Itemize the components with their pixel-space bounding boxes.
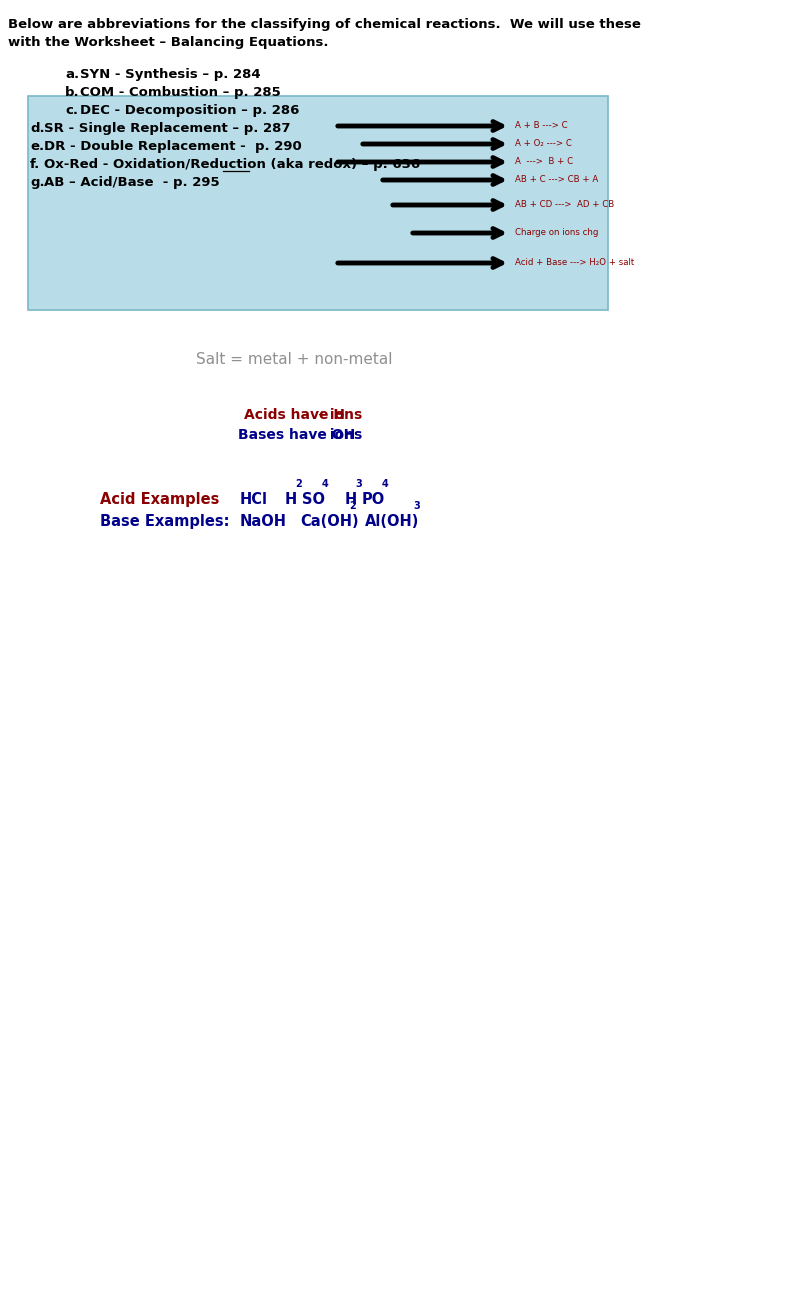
Text: c.: c. (65, 104, 78, 117)
Text: HCl: HCl (240, 492, 268, 507)
Text: DR - Double Replacement -  p. 290: DR - Double Replacement - p. 290 (44, 140, 302, 153)
Text: g.: g. (30, 176, 45, 189)
Text: Below are abbreviations for the classifying of chemical reactions.  We will use : Below are abbreviations for the classify… (8, 18, 641, 31)
Text: DEC - Decomposition – p. 286: DEC - Decomposition – p. 286 (80, 104, 299, 117)
Text: f.: f. (30, 158, 40, 171)
Text: with the Worksheet – Balancing Equations.: with the Worksheet – Balancing Equations… (8, 36, 329, 49)
Text: Acid + Base ---> H₂O + salt: Acid + Base ---> H₂O + salt (515, 258, 634, 267)
Text: Ca(OH): Ca(OH) (300, 515, 358, 529)
Text: AB + CD --->  AD + CB: AB + CD ---> AD + CB (515, 200, 614, 209)
Text: SR - Single Replacement – p. 287: SR - Single Replacement – p. 287 (44, 122, 290, 135)
Text: Ox-Red - Oxidation/Reduction (aka redox) – p. 636: Ox-Red - Oxidation/Reduction (aka redox)… (44, 158, 420, 171)
Text: Al(OH): Al(OH) (365, 515, 419, 529)
Text: 4: 4 (382, 480, 389, 489)
Text: AB + C ---> CB + A: AB + C ---> CB + A (515, 175, 598, 184)
Text: Charge on ions chg: Charge on ions chg (515, 228, 598, 237)
Text: A + O₂ ---> C: A + O₂ ---> C (515, 139, 572, 148)
Text: Bases have OH: Bases have OH (238, 428, 356, 442)
Text: d.: d. (30, 122, 45, 135)
Text: H: H (345, 492, 358, 507)
Text: A + B ---> C: A + B ---> C (515, 121, 568, 130)
Text: H: H (285, 492, 298, 507)
Text: e.: e. (30, 140, 44, 153)
Text: NaOH: NaOH (240, 515, 287, 529)
Text: 3: 3 (355, 480, 362, 489)
Bar (28, 96, 608, 310)
Text: b.: b. (65, 86, 80, 98)
Text: −: − (318, 430, 326, 439)
Text: Salt = metal + non-metal: Salt = metal + non-metal (196, 353, 393, 367)
Text: Acid Examples: Acid Examples (100, 492, 219, 507)
Text: a.: a. (65, 67, 79, 80)
Text: Base Examples:: Base Examples: (100, 515, 230, 529)
Text: PO: PO (362, 492, 386, 507)
Text: 2: 2 (349, 502, 356, 511)
Text: AB – Acid/Base  - p. 295: AB – Acid/Base - p. 295 (44, 176, 220, 189)
Text: Acids have H: Acids have H (244, 408, 345, 422)
Text: 2: 2 (295, 480, 302, 489)
Text: +: + (318, 410, 326, 419)
Text: 4: 4 (322, 480, 329, 489)
Text: SYN - Synthesis – p. 284: SYN - Synthesis – p. 284 (80, 67, 261, 80)
Text: 3: 3 (413, 502, 420, 511)
Text: A  --->  B + C: A ---> B + C (515, 157, 573, 166)
Text: SO: SO (302, 492, 325, 507)
Text: COM - Combustion – p. 285: COM - Combustion – p. 285 (80, 86, 281, 98)
Text: ions: ions (326, 428, 362, 442)
Text: ions: ions (325, 408, 362, 422)
